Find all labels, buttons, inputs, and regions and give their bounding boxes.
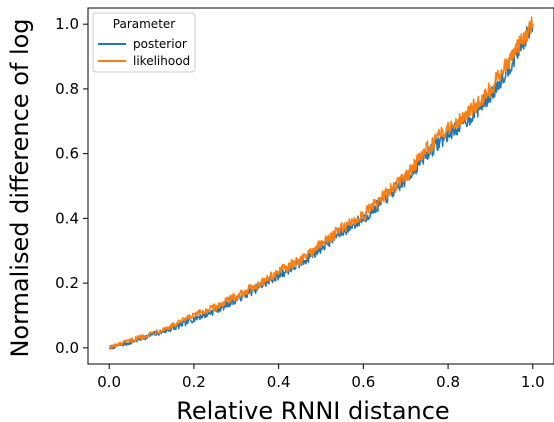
y-tick-label: 0.0 [55, 339, 79, 357]
y-tick-label: 0.2 [55, 274, 79, 292]
x-tick-label: 0.4 [267, 373, 291, 391]
x-axis-label: Relative RNNI distance [176, 397, 449, 422]
legend-label-likelihood: likelihood [133, 54, 190, 68]
y-axis-label: Normalised difference of log [6, 18, 34, 357]
plot-frame [87, 7, 554, 365]
legend-title: Parameter [113, 17, 175, 31]
y-tick-label: 1.0 [55, 15, 79, 33]
x-tick-label: 0.2 [182, 373, 206, 391]
y-axis-ticks: 0.0 0.2 0.4 0.6 0.8 1.0 [55, 15, 88, 357]
x-tick-label: 0.0 [97, 373, 121, 391]
series-layer [108, 16, 534, 350]
legend: Parameter posterior likelihood [92, 12, 196, 73]
x-tick-label: 0.8 [436, 373, 460, 391]
y-tick-label: 0.8 [55, 80, 79, 98]
legend-frame [92, 12, 196, 73]
series-line-likelihood [108, 16, 534, 350]
x-tick-label: 1.0 [521, 373, 545, 391]
y-tick-label: 0.6 [55, 145, 79, 163]
x-tick-label: 0.6 [351, 373, 375, 391]
y-tick-label: 0.4 [55, 209, 79, 227]
x-axis-ticks: 0.0 0.2 0.4 0.6 0.8 1.0 [97, 364, 545, 391]
legend-label-posterior: posterior [133, 37, 187, 51]
